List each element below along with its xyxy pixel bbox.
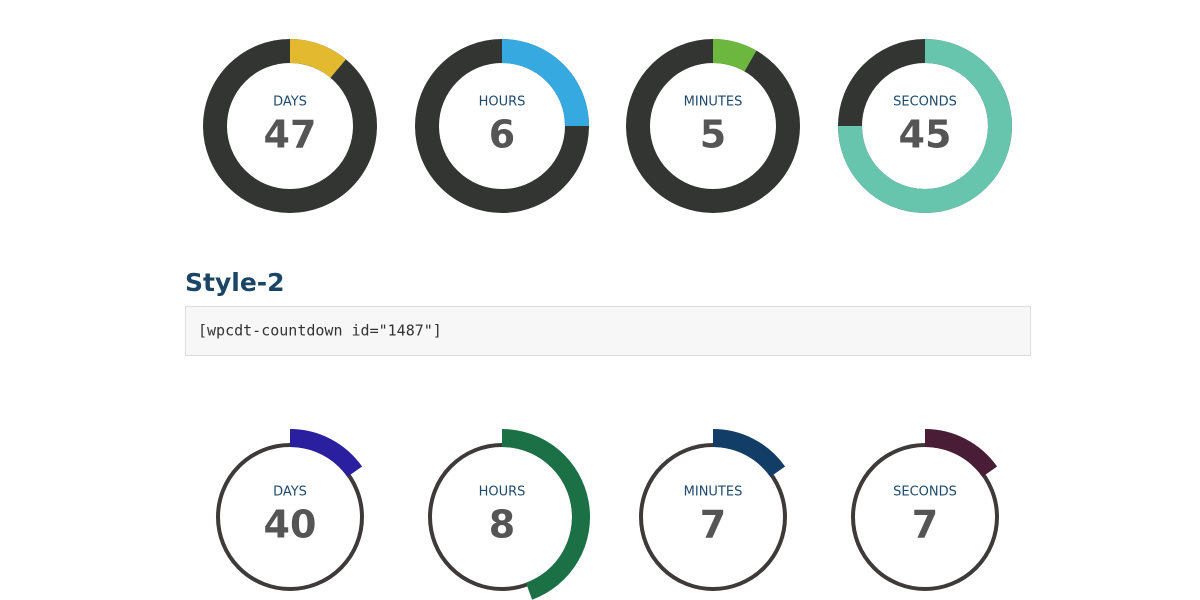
- progress-arc: [501, 39, 589, 127]
- unit-value: 7: [700, 503, 726, 547]
- progress-arc: [289, 429, 363, 478]
- progress-arc: [289, 39, 346, 79]
- unit-value: 6: [489, 113, 515, 157]
- unit-label: HOURS: [479, 95, 526, 110]
- unit-label: SECONDS: [893, 485, 957, 500]
- progress-arc: [501, 429, 591, 600]
- progress-arc: [712, 429, 786, 478]
- unit-value: 5: [700, 113, 726, 157]
- unit-label: MINUTES: [684, 485, 743, 500]
- section-heading: Style-2: [185, 268, 285, 297]
- unit-value: 40: [264, 503, 317, 547]
- progress-arc: [924, 429, 998, 478]
- unit-label: MINUTES: [684, 95, 743, 110]
- code-box: [185, 306, 1031, 356]
- unit-value: 47: [264, 113, 317, 157]
- progress-arc: [838, 39, 1012, 213]
- unit-label: DAYS: [273, 485, 307, 500]
- unit-value: 45: [899, 113, 952, 157]
- unit-label: DAYS: [273, 95, 307, 110]
- unit-label: HOURS: [479, 485, 526, 500]
- shortcode: [wpcdt-countdown id="1487"]: [198, 322, 442, 340]
- progress-arc: [712, 39, 757, 72]
- unit-label: SECONDS: [893, 95, 957, 110]
- unit-value: 8: [489, 503, 515, 547]
- unit-value: 7: [912, 503, 938, 547]
